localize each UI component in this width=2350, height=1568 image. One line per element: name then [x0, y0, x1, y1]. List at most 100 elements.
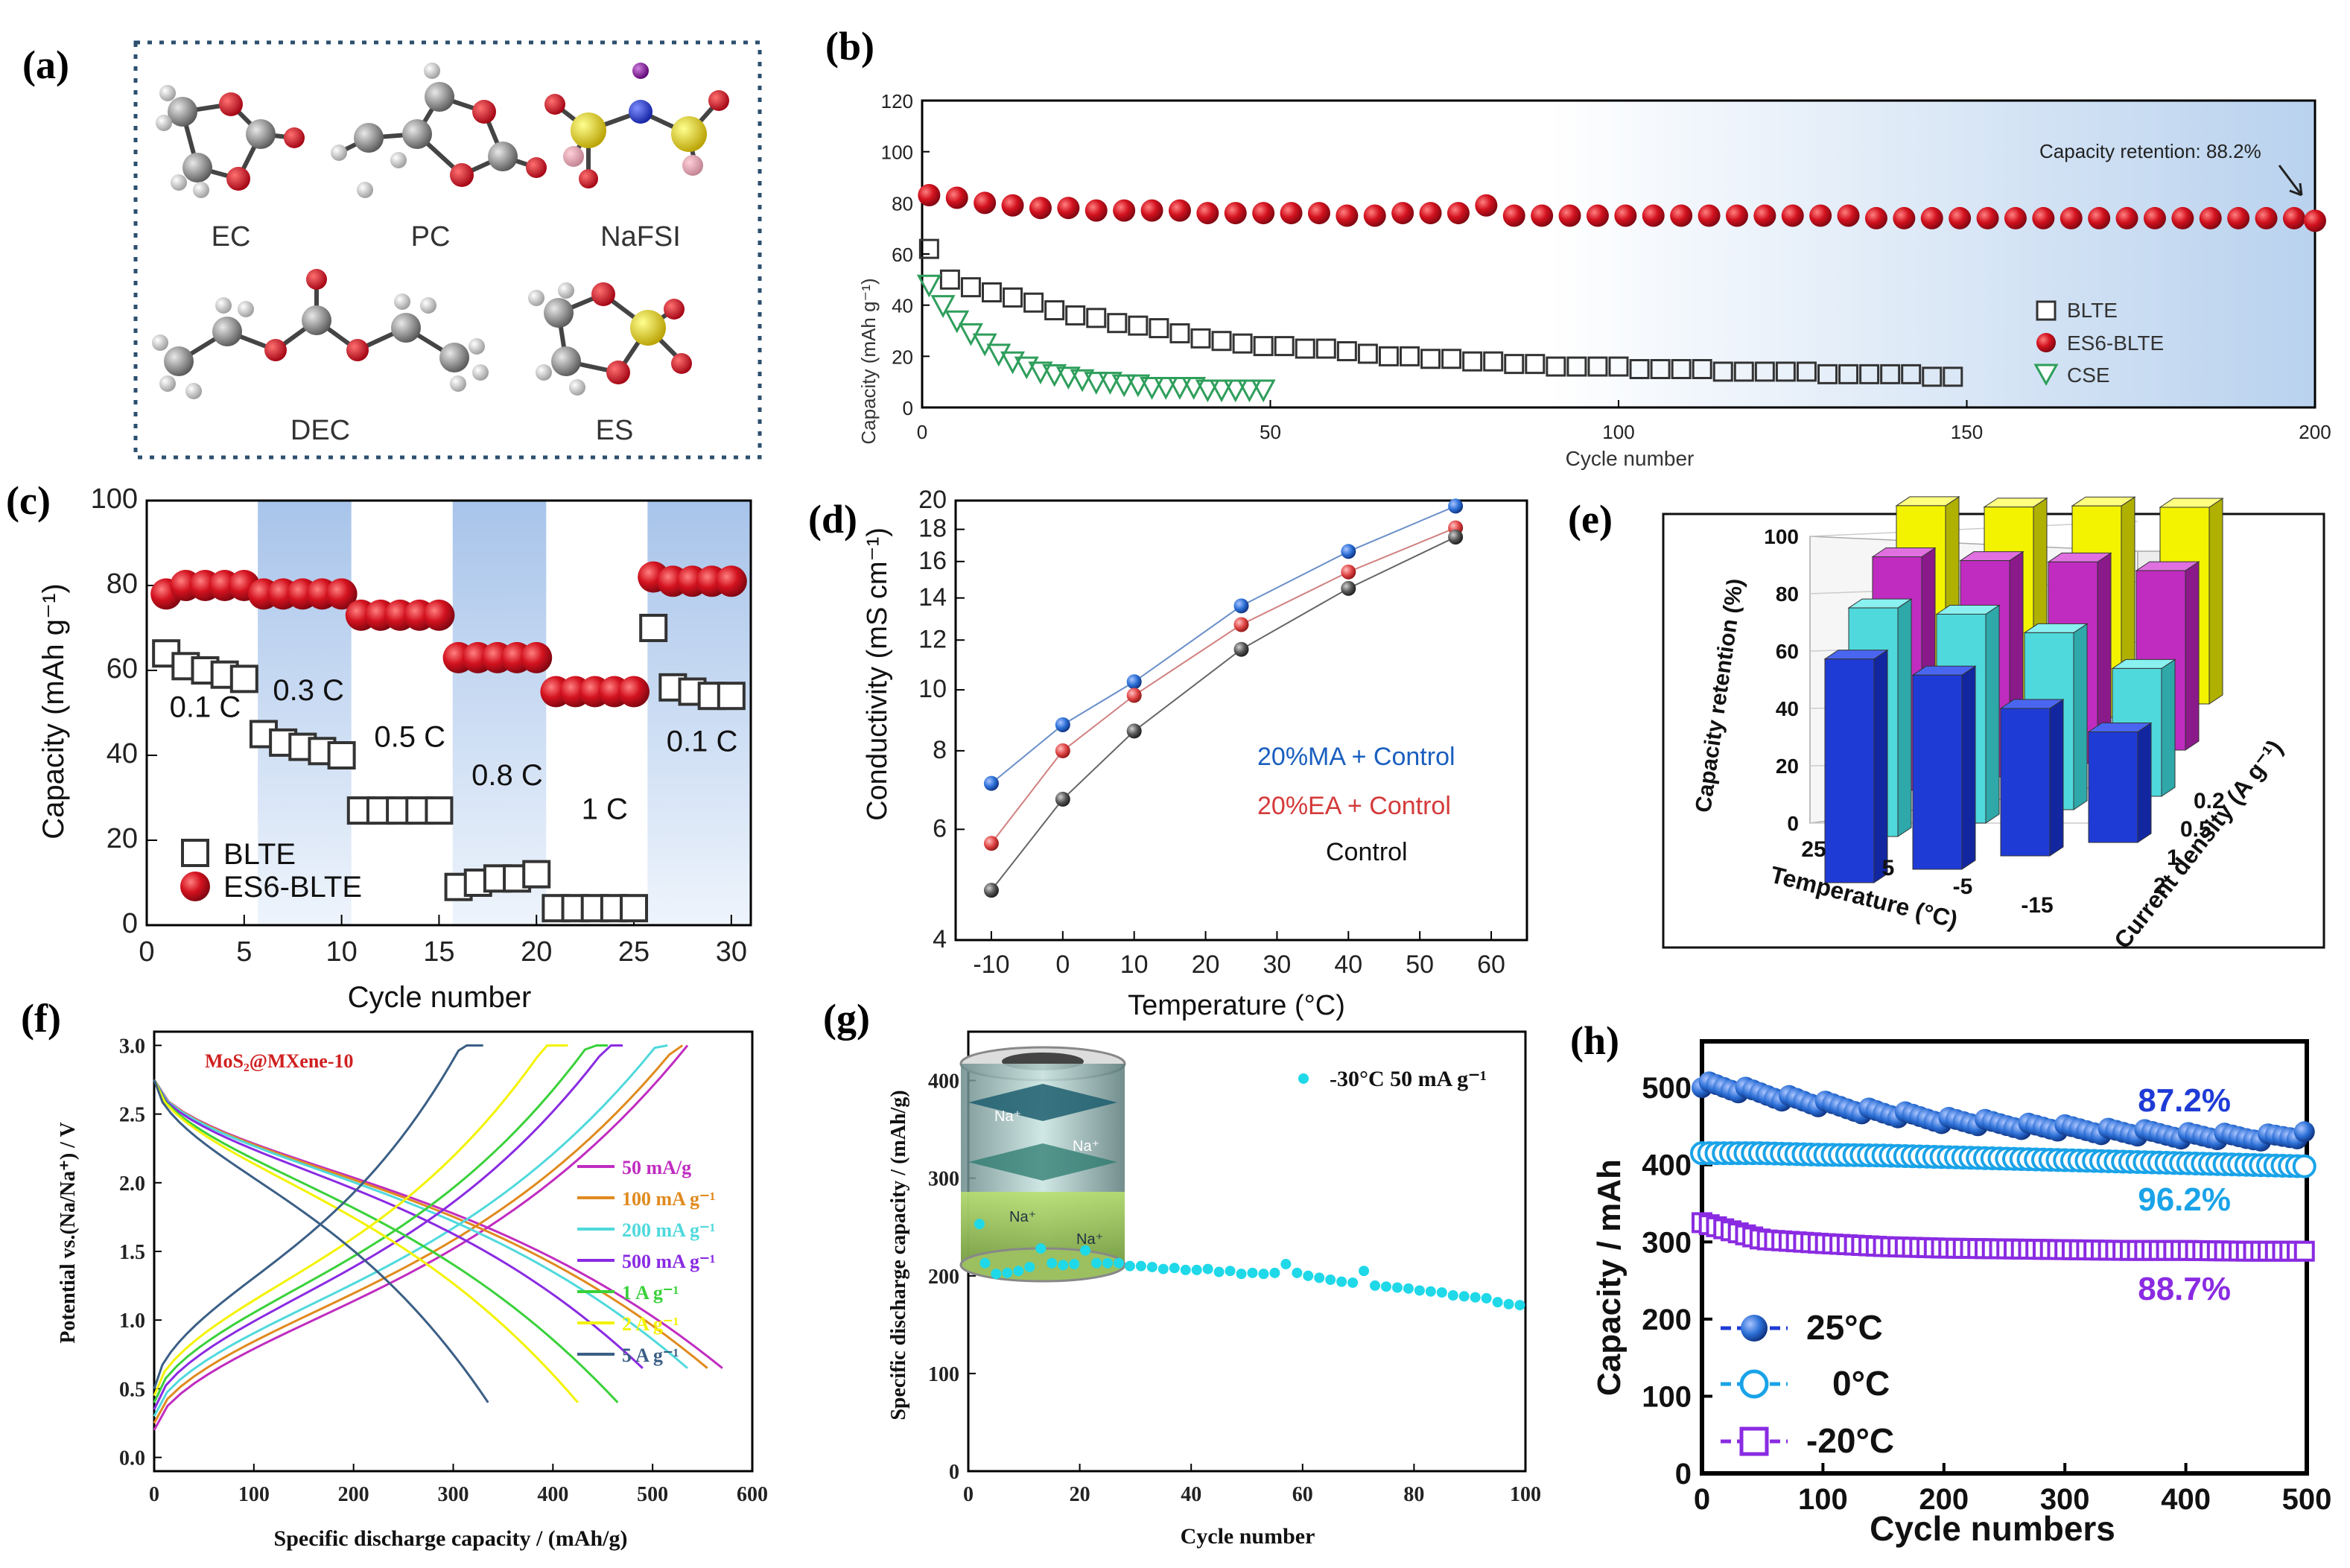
charge-curve	[153, 1044, 684, 1424]
g-capacity-point	[1414, 1285, 1425, 1296]
es6-blte-point	[1809, 204, 1832, 227]
conductivity-point	[1055, 791, 1070, 807]
blte-point	[1065, 305, 1086, 326]
y-tick-label: 3.0	[119, 1035, 145, 1058]
x-tick-label: 20	[1192, 950, 1220, 979]
g-capacity-point	[1236, 1269, 1247, 1280]
blte-point	[1796, 361, 1817, 382]
x-tick-label: 0	[149, 1483, 159, 1506]
y-tick-label: 200	[1642, 1304, 1692, 1336]
es6-blte-point	[1252, 202, 1275, 225]
g-capacity-point	[1091, 1257, 1102, 1269]
c-es6-blte-point	[715, 565, 747, 597]
blte-point	[1754, 361, 1775, 382]
es-label: ES	[596, 415, 634, 446]
es6-blte-point	[1670, 204, 1693, 227]
y-tick-label: 8	[933, 736, 947, 764]
es6-blte-point	[1698, 204, 1721, 227]
legend-f-label: 50 mA/g	[622, 1157, 691, 1178]
plot-g-xlabel: Cycle number	[1181, 1524, 1315, 1549]
bar-side	[2073, 623, 2088, 810]
legend-f-label: 1 A g⁻¹	[622, 1282, 679, 1304]
es-molecule-icon	[528, 282, 692, 396]
molecule-frame	[133, 40, 762, 460]
es6-blte-point	[2032, 206, 2055, 229]
legend-f-label: 100 mA g⁻¹	[622, 1188, 716, 1210]
conductivity-point	[1126, 674, 1142, 690]
g-capacity-point	[1481, 1292, 1492, 1304]
y-tick-label: 0	[1675, 1458, 1692, 1491]
g-capacity-point	[1157, 1263, 1169, 1275]
panel-label-b: (b)	[825, 24, 874, 69]
y-tick-label: 0.0	[119, 1447, 145, 1470]
x-tick-label: 30	[1263, 950, 1292, 979]
cse-point	[1042, 364, 1067, 387]
legend-es6-blte-icon	[2036, 333, 2056, 352]
cse-point	[930, 295, 956, 318]
blte-point	[1817, 364, 1838, 384]
g-capacity-point	[1191, 1264, 1202, 1275]
dec-label: DEC	[290, 415, 350, 446]
plot-c-axes: 0 5 10 15 20 25 30 0 20 40 60 80 100	[91, 483, 752, 968]
panel-g: (g) 0 20 40 60 80 100 0 100 200 300 400 Na⁺ Na⁺ Na…	[823, 996, 1541, 1549]
y-tick-label: 4	[933, 925, 947, 953]
legend-g-icon	[1298, 1073, 1309, 1084]
g-capacity-point	[1359, 1266, 1370, 1277]
ec-molecule-icon	[156, 85, 305, 198]
g-capacity-point	[1002, 1267, 1013, 1278]
y-tick-label: 1.0	[119, 1310, 145, 1333]
x-tick-label: 0	[1055, 950, 1070, 979]
blte-point	[1880, 364, 1901, 384]
panel-label-f: (f)	[21, 996, 61, 1041]
rate-band	[452, 501, 547, 925]
plot-h-axes: 0 100 200 300 400 500 0 100 200 300 400 500	[1642, 1039, 2331, 1516]
blte-point	[1441, 349, 1462, 369]
retention-25c-label: 87.2%	[2138, 1082, 2231, 1119]
cse-point	[1055, 366, 1081, 390]
x-tick-label: 0	[917, 421, 927, 443]
es6-blte-point	[1280, 202, 1303, 225]
blte-point	[1128, 315, 1149, 336]
conductivity-point	[1055, 743, 1070, 758]
x-tick-label: 600	[737, 1483, 768, 1506]
z-tick-label: 80	[1776, 583, 1799, 606]
conductivity-point	[1341, 564, 1356, 580]
c-blte-point	[717, 682, 746, 711]
annotation-arrow-icon	[2278, 165, 2303, 196]
bar-front	[2088, 731, 2138, 843]
discharge-curve	[153, 1079, 708, 1369]
discharge-curve	[153, 1079, 619, 1403]
legend-g-label: -30°C 50 mA g⁻¹	[1330, 1067, 1487, 1091]
legend-f-label: 500 mA g⁻¹	[622, 1251, 716, 1272]
nafsi-molecule-icon	[544, 63, 729, 188]
conductivity-point	[1126, 723, 1142, 739]
es6-blte-point	[1893, 206, 1916, 229]
x-tick-label: 60	[1292, 1483, 1313, 1506]
cse-point	[916, 274, 941, 298]
es6-blte-point	[2304, 209, 2326, 232]
x-tick-label: 150	[1951, 421, 1983, 443]
y-tick-label: 100	[1642, 1380, 1692, 1413]
h-25c-point	[2293, 1121, 2315, 1143]
x-tick-label: 5	[236, 936, 252, 968]
x-tick-label: 0	[1694, 1483, 1710, 1516]
h-0c-point	[2292, 1154, 2316, 1178]
es6-blte-point	[1502, 204, 1525, 227]
blte-point	[1859, 364, 1880, 384]
es6-blte-point	[1001, 194, 1024, 217]
blte-point	[1295, 338, 1315, 359]
x-tick-label: 40	[1181, 1483, 1201, 1506]
y-tick-label: 400	[928, 1070, 959, 1094]
g-capacity-point	[1013, 1266, 1024, 1277]
conductivity-point	[1126, 688, 1142, 703]
blte-point	[1315, 338, 1336, 359]
es6-blte-point	[1837, 204, 1860, 227]
es6-blte-point	[2004, 206, 2027, 229]
x-tick-label: 80	[1403, 1483, 1424, 1506]
legend-c-blte-label: BLTE	[223, 838, 296, 871]
plot-h-ylabel: Capacity / mAh	[1591, 1159, 1627, 1396]
y-tick-label: 500	[1642, 1072, 1692, 1105]
g-capacity-point	[979, 1257, 991, 1269]
